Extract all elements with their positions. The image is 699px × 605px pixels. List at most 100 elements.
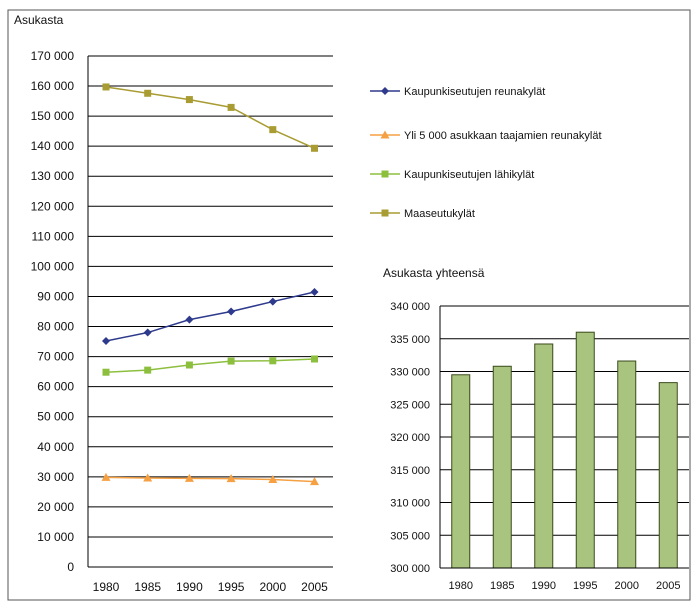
- bar-y-tick-label: 325 000: [390, 399, 430, 411]
- data-point-yli-5-000-asukkaan-taajamien-reunakylat: [226, 474, 236, 483]
- series-line-kaupunkiseutujen-lahikylat: [105, 358, 315, 373]
- bar-chart-title: Asukasta yhteensä: [383, 266, 485, 280]
- bar-y-tick-label: 330 000: [390, 367, 430, 379]
- bar-x-tick-label: 1990: [532, 580, 556, 592]
- series-line-kaupunkiseutujen-reunakylat: [105, 291, 315, 342]
- line-chart-y-tick-labels: 0 10 000 20 000 30 000 40 000 50 000 60 000 70 …: [31, 49, 75, 574]
- legend-swatch-marker: [380, 130, 390, 139]
- legend-swatch-marker: [381, 170, 389, 178]
- data-point-kaupunkiseutujen-lahikylat: [227, 357, 235, 365]
- legend-label: Yli 5 000 asukkaan taajamien reunakylät: [404, 130, 602, 142]
- bar-x-tick-label: 2000: [615, 580, 639, 592]
- series-kaupunkiseutujen-reunakylat: [102, 287, 319, 345]
- bar-y-tick-label: 300 000: [390, 563, 430, 575]
- series-yli-5-000-asukkaan-taajamien-reunakylat: [101, 472, 319, 486]
- line-y-tick-label: 50 000: [37, 410, 74, 424]
- line-y-tick-label: 130 000: [31, 169, 75, 183]
- bar-1985: [492, 365, 512, 569]
- line-x-tick-label: 2000: [259, 580, 286, 594]
- line-y-tick-label: 20 000: [37, 500, 74, 514]
- data-point-yli-5-000-asukkaan-taajamien-reunakylat: [310, 477, 319, 486]
- series-maaseutukylat: [102, 83, 318, 152]
- line-y-tick-label: 60 000: [37, 380, 74, 394]
- data-point-yli-5-000-asukkaan-taajamien-reunakylat: [268, 475, 278, 484]
- legend-label: Maaseutukylät: [404, 208, 475, 220]
- legend-item-kaupunkiseutujen-lahikylat: Kaupunkiseutujen lähikylät: [370, 169, 534, 181]
- bar-2000: [617, 360, 637, 569]
- bar-chart-y-tick-labels: 300 000 305 000 310 000 315 000 320 000 325 0…: [390, 301, 430, 575]
- line-chart-ylabel: Asukasta: [14, 13, 64, 27]
- legend-label: Kaupunkiseutujen lähikylät: [404, 169, 534, 181]
- legend-item-maaseutukylat: Maaseutukylät: [370, 208, 475, 220]
- line-y-tick-label: 100 000: [31, 259, 75, 273]
- bar-2005: [658, 382, 678, 569]
- data-point-maaseutukylat: [185, 96, 193, 104]
- line-x-tick-label: 1995: [218, 580, 245, 594]
- data-point-kaupunkiseutujen-reunakylat: [268, 297, 277, 306]
- data-point-yli-5-000-asukkaan-taajamien-reunakylat: [101, 472, 111, 481]
- line-y-tick-label: 160 000: [31, 79, 75, 93]
- line-y-tick-label: 110 000: [32, 229, 75, 243]
- bar-x-tick-label: 1985: [490, 580, 514, 592]
- line-x-tick-label: 1985: [134, 580, 161, 594]
- series-kaupunkiseutujen-lahikylat: [102, 355, 318, 376]
- legend-swatch-marker: [381, 87, 389, 95]
- line-y-tick-label: 0: [67, 560, 74, 574]
- line-y-tick-label: 40 000: [37, 440, 74, 454]
- bar-x-tick-label: 2005: [656, 580, 680, 592]
- data-point-maaseutukylat: [102, 83, 110, 91]
- bar-y-tick-label: 340 000: [390, 301, 430, 313]
- data-point-kaupunkiseutujen-lahikylat: [269, 357, 277, 365]
- line-y-tick-label: 30 000: [37, 470, 74, 484]
- bar-x-tick-label: 1980: [449, 580, 473, 592]
- bar-chart-bars: [451, 331, 678, 569]
- data-point-kaupunkiseutujen-reunakylat: [227, 307, 236, 316]
- line-chart-x-tick-labels: 1980 1985 1990 1995 2000 2005: [93, 580, 329, 594]
- line-y-tick-label: 80 000: [37, 320, 74, 334]
- line-y-tick-label: 140 000: [31, 139, 75, 153]
- bar-chart-x-tick-labels: 1980 1985 1990 1995 2000 2005: [449, 580, 681, 592]
- line-y-tick-label: 170 000: [31, 49, 75, 63]
- bar-y-tick-label: 335 000: [390, 334, 430, 346]
- series-line-maaseutukylat: [105, 86, 315, 149]
- data-point-kaupunkiseutujen-reunakylat: [310, 287, 319, 296]
- data-point-kaupunkiseutujen-reunakylat: [102, 336, 110, 345]
- line-y-tick-label: 120 000: [31, 199, 75, 213]
- data-point-yli-5-000-asukkaan-taajamien-reunakylat: [184, 473, 194, 482]
- data-point-maaseutukylat: [311, 144, 318, 152]
- bar-y-tick-label: 310 000: [390, 498, 430, 510]
- data-point-kaupunkiseutujen-reunakylat: [185, 315, 194, 324]
- data-point-maaseutukylat: [227, 103, 235, 111]
- data-point-kaupunkiseutujen-lahikylat: [311, 355, 318, 363]
- line-y-tick-label: 70 000: [37, 350, 74, 364]
- legend-item-yli-5-000-asukkaan-taajamien-reunakylat: Yli 5 000 asukkaan taajamien reunakylät: [370, 130, 602, 142]
- bar-chart-gridlines: [440, 305, 689, 536]
- data-point-kaupunkiseutujen-lahikylat: [102, 368, 110, 376]
- data-point-kaupunkiseutujen-lahikylat: [185, 361, 193, 369]
- line-chart-gridlines: [88, 55, 333, 538]
- data-point-maaseutukylat: [269, 126, 277, 134]
- line-x-tick-label: 1990: [176, 580, 203, 594]
- bar-x-tick-label: 1995: [573, 580, 597, 592]
- line-x-tick-label: 2005: [301, 580, 328, 594]
- bar-1995: [575, 331, 595, 569]
- series-line-yli-5-000-asukkaan-taajamien-reunakylat: [105, 476, 315, 483]
- bar-1980: [451, 374, 471, 569]
- line-y-tick-label: 150 000: [31, 109, 75, 123]
- line-y-tick-label: 90 000: [37, 289, 74, 303]
- legend-label: Kaupunkiseutujen reunakylät: [404, 86, 545, 98]
- data-point-maaseutukylat: [144, 89, 152, 97]
- bar-y-tick-label: 315 000: [390, 465, 430, 477]
- line-chart-legend: Kaupunkiseutujen reunakylät Yli 5 000 asu…: [370, 86, 602, 220]
- bar-y-tick-label: 320 000: [390, 432, 430, 444]
- legend-item-kaupunkiseutujen-reunakylat: Kaupunkiseutujen reunakylät: [370, 86, 545, 98]
- line-x-tick-label: 1980: [93, 580, 120, 594]
- data-point-yli-5-000-asukkaan-taajamien-reunakylat: [143, 473, 153, 482]
- line-chart-series: [101, 83, 319, 486]
- bar-y-tick-label: 305 000: [390, 530, 430, 542]
- legend-swatch-marker: [381, 209, 389, 217]
- data-point-kaupunkiseutujen-lahikylat: [144, 366, 152, 374]
- line-y-tick-label: 10 000: [37, 530, 74, 544]
- data-point-kaupunkiseutujen-reunakylat: [143, 328, 152, 337]
